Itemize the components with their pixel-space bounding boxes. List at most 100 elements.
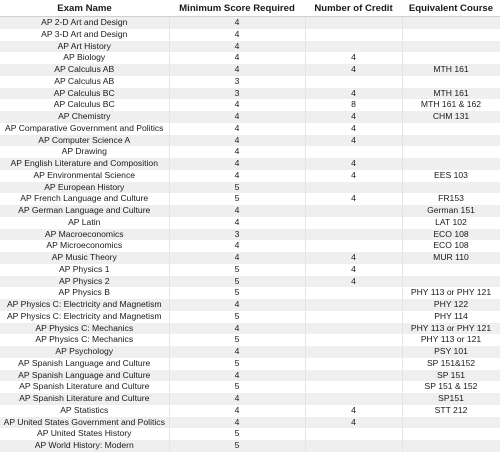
minimum-score-cell: 5 <box>169 263 306 276</box>
minimum-score-cell: 4 <box>169 346 306 358</box>
equivalent-course-cell <box>402 428 500 440</box>
minimum-score-cell: 4 <box>169 111 306 123</box>
equivalent-course-cell <box>402 275 500 288</box>
exam-name-cell: AP Physics C: Electricity and Magnetism <box>0 299 170 311</box>
credit-count-cell: 4 <box>305 52 403 64</box>
minimum-score-cell: 4 <box>169 216 306 229</box>
exam-name-cell: AP Calculus AB <box>0 75 170 88</box>
table-row: AP Macroeconomics 3 ECO 108 <box>0 228 500 241</box>
credit-count-cell <box>305 28 403 41</box>
equivalent-course-cell <box>402 158 500 170</box>
credit-count-cell <box>305 75 403 88</box>
credit-count-cell <box>305 205 403 217</box>
minimum-score-cell: 4 <box>169 416 306 429</box>
equivalent-course-cell <box>402 52 500 64</box>
minimum-score-cell: 4 <box>169 404 306 417</box>
minimum-score-cell: 4 <box>169 393 306 405</box>
table-row: AP Calculus AB 4 4 MTH 161 <box>0 64 500 76</box>
table-body: AP 2-D Art and Design 4 AP 3-D Art and Des… <box>0 16 500 452</box>
equivalent-course-cell: German 151 <box>402 205 500 217</box>
minimum-score-cell: 5 <box>169 381 306 393</box>
credit-count-cell <box>305 146 403 158</box>
exam-name-cell: AP Calculus AB <box>0 64 170 76</box>
credit-count-cell <box>305 322 403 335</box>
equivalent-course-cell <box>402 416 500 429</box>
equivalent-course-cell: MTH 161 & 162 <box>402 99 500 111</box>
credit-count-cell: 4 <box>305 252 403 264</box>
table-row: AP Physics C: Electricity and Magnetism 4… <box>0 299 500 311</box>
equivalent-course-cell: CHM 131 <box>402 111 500 123</box>
exam-name-cell: AP Art History <box>0 40 170 53</box>
equivalent-course-cell <box>402 122 500 135</box>
exam-name-cell: AP Comparative Government and Politics <box>0 122 170 135</box>
credit-count-cell: 4 <box>305 193 403 205</box>
table-row: AP European History 5 <box>0 181 500 194</box>
credit-count-cell: 4 <box>305 87 403 100</box>
table-row: AP Microeconomics 4 ECO 108 <box>0 240 500 252</box>
credit-count-cell <box>305 334 403 346</box>
table-row: AP Spanish Literature and Culture 4 SP151 <box>0 393 500 405</box>
minimum-score-cell: 4 <box>169 64 306 76</box>
equivalent-course-cell <box>402 440 500 452</box>
minimum-score-cell: 5 <box>169 334 306 346</box>
credit-count-cell <box>305 346 403 358</box>
equivalent-course-cell: PHY 122 <box>402 299 500 311</box>
exam-name-cell: AP Chemistry <box>0 111 170 123</box>
credit-count-cell: 8 <box>305 99 403 111</box>
minimum-score-cell: 5 <box>169 310 306 323</box>
exam-name-cell: AP 2-D Art and Design <box>0 16 170 29</box>
credit-count-cell: 4 <box>305 169 403 182</box>
minimum-score-cell: 5 <box>169 440 306 452</box>
table-row: AP World History: Modern 5 <box>0 440 500 452</box>
equivalent-course-cell: LAT 102 <box>402 216 500 229</box>
exam-name-cell: AP Spanish Literature and Culture <box>0 381 170 393</box>
equivalent-course-cell <box>402 75 500 88</box>
exam-name-cell: AP Physics C: Mechanics <box>0 322 170 335</box>
table-row: AP Spanish Literature and Culture 5 SP 151… <box>0 381 500 393</box>
table-row: AP Calculus AB 3 <box>0 75 500 88</box>
credit-count-cell: 4 <box>305 404 403 417</box>
exam-name-cell: AP World History: Modern <box>0 440 170 452</box>
exam-name-cell: AP Spanish Literature and Culture <box>0 393 170 405</box>
minimum-score-cell: 4 <box>169 299 306 311</box>
exam-name-cell: AP United States Government and Politics <box>0 416 170 429</box>
table-row: AP Drawing 4 <box>0 146 500 158</box>
table-row: AP Physics C: Mechanics 5 PHY 113 or 121 <box>0 334 500 346</box>
equivalent-course-cell: EES 103 <box>402 169 500 182</box>
header-row: Exam Name Minimum Score Required Number … <box>0 0 500 17</box>
credit-count-cell <box>305 381 403 393</box>
exam-name-cell: AP Psychology <box>0 346 170 358</box>
exam-name-cell: AP United States History <box>0 428 170 440</box>
table-row: AP Physics C: Mechanics 4 PHY 113 or PHY 1… <box>0 322 500 335</box>
credit-count-cell <box>305 40 403 53</box>
minimum-score-cell: 4 <box>169 322 306 335</box>
minimum-score-cell: 3 <box>169 228 306 241</box>
minimum-score-cell: 4 <box>169 40 306 53</box>
equivalent-course-cell <box>402 181 500 194</box>
exam-name-cell: AP Physics C: Mechanics <box>0 334 170 346</box>
table-row: AP Chemistry 4 4 CHM 131 <box>0 111 500 123</box>
equivalent-course-cell: PHY 113 or PHY 121 <box>402 287 500 299</box>
credit-count-cell: 4 <box>305 275 403 288</box>
credit-count-cell <box>305 369 403 382</box>
equivalent-course-cell: PHY 114 <box>402 310 500 323</box>
minimum-score-cell: 4 <box>169 252 306 264</box>
table-row: AP Calculus BC 3 4 MTH 161 <box>0 87 500 100</box>
minimum-score-cell: 4 <box>169 122 306 135</box>
table-row: AP Comparative Government and Politics 4 4 <box>0 122 500 135</box>
table-row: AP 3-D Art and Design 4 <box>0 28 500 41</box>
equivalent-course-cell: SP151 <box>402 393 500 405</box>
exam-name-cell: AP Drawing <box>0 146 170 158</box>
exam-name-cell: AP French Language and Culture <box>0 193 170 205</box>
minimum-score-cell: 5 <box>169 193 306 205</box>
exam-name-cell: AP German Language and Culture <box>0 205 170 217</box>
credit-count-cell <box>305 393 403 405</box>
equivalent-course-cell: STT 212 <box>402 404 500 417</box>
equivalent-course-cell <box>402 146 500 158</box>
minimum-score-cell: 4 <box>169 52 306 64</box>
table-row: AP German Language and Culture 4 German 15… <box>0 205 500 217</box>
table-row: AP English Literature and Composition 4 4 <box>0 158 500 170</box>
table-row: AP Physics B 5 PHY 113 or PHY 121 <box>0 287 500 299</box>
